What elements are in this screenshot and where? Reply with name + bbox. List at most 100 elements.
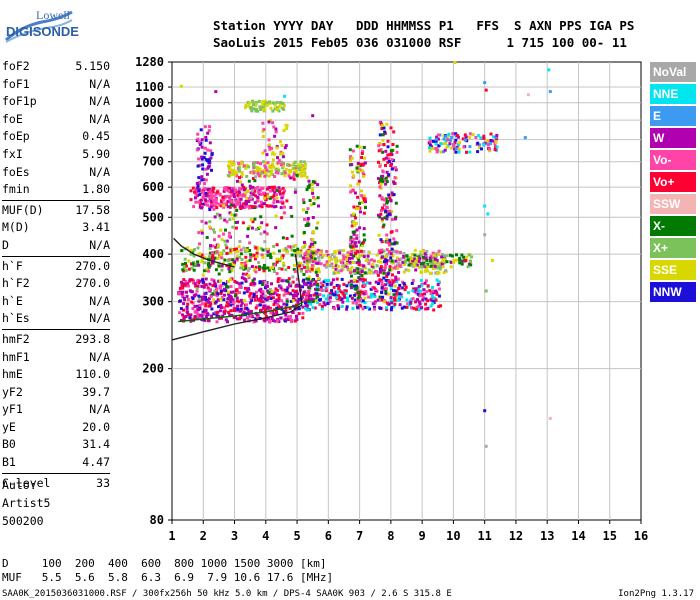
echo-point (218, 284, 222, 288)
echo-point (270, 146, 274, 150)
echo-point (255, 166, 259, 170)
echo-point (404, 285, 408, 289)
param-key: h`E (2, 293, 23, 308)
echo-point (495, 145, 499, 149)
echo-point (279, 140, 282, 144)
echo-point (264, 294, 268, 298)
echo-point (395, 263, 399, 267)
echo-point (197, 200, 201, 204)
echo-point (379, 250, 383, 254)
echo-point (423, 281, 427, 285)
echo-point (440, 255, 444, 259)
echo-point (434, 254, 438, 258)
echo-point (263, 102, 267, 106)
echo-point (327, 255, 331, 259)
echo-point (318, 251, 322, 255)
echo-point (379, 209, 383, 212)
echo-point (183, 283, 187, 287)
echo-point (207, 319, 211, 323)
echo-point (233, 307, 237, 311)
echo-point (355, 234, 359, 238)
echo-point (345, 258, 349, 261)
echo-point (428, 143, 432, 147)
echo-point (181, 293, 185, 297)
echo-point (198, 193, 202, 197)
y-tick-label: 700 (142, 155, 164, 169)
echo-point (281, 155, 285, 159)
echo-point (247, 311, 251, 315)
echo-point (197, 299, 201, 303)
echo-point (385, 233, 389, 237)
echo-point (422, 257, 426, 261)
echo-point (283, 174, 287, 178)
echo-point (387, 292, 391, 296)
echo-point (213, 230, 216, 234)
echo-point (255, 254, 259, 258)
echo-point (427, 141, 431, 145)
echo-point (357, 294, 361, 298)
stray-echo-point (484, 444, 488, 448)
echo-point (394, 278, 398, 282)
echo-point (384, 263, 388, 267)
echo-point (227, 292, 230, 296)
echo-point (311, 191, 315, 195)
echo-point (268, 147, 272, 151)
echo-point (231, 217, 235, 221)
echo-point (443, 142, 447, 145)
echo-point (380, 290, 384, 294)
echo-point (382, 126, 386, 130)
echo-point (242, 246, 246, 250)
x-tick-label: 8 (387, 529, 394, 543)
echo-point (380, 248, 384, 252)
echo-point (342, 257, 346, 261)
echo-point (422, 255, 425, 259)
echo-point (198, 297, 202, 301)
echo-point (350, 156, 354, 160)
echo-point (311, 245, 315, 249)
echo-point (238, 309, 242, 313)
echo-point (218, 309, 222, 313)
echo-point (346, 254, 350, 258)
echo-point (260, 253, 264, 257)
echo-point (306, 207, 310, 211)
param-key: M(D) (2, 220, 30, 235)
echo-point (244, 264, 248, 268)
echo-point (354, 253, 358, 257)
echo-point (350, 163, 354, 167)
echo-point (335, 283, 339, 287)
param-key: fmin (2, 182, 30, 197)
echo-point (392, 266, 396, 270)
param-row: D N/A (2, 237, 110, 255)
echo-point (416, 292, 420, 296)
echo-point (206, 263, 210, 267)
echo-point (262, 296, 266, 300)
echo-point (385, 274, 389, 278)
echo-point (216, 256, 220, 260)
echo-point (238, 317, 241, 321)
echo-point (425, 258, 429, 262)
echo-point (238, 176, 241, 180)
echo-point (200, 157, 204, 161)
echo-point (280, 143, 284, 147)
echo-point (305, 270, 308, 273)
echo-point (178, 311, 182, 315)
echo-point (210, 251, 214, 255)
echo-point (310, 188, 314, 192)
echo-point (253, 201, 257, 205)
profile-trace (178, 301, 304, 323)
echo-point (424, 302, 428, 306)
echo-point (222, 205, 226, 209)
echo-point (462, 145, 466, 149)
echo-point (354, 207, 358, 211)
echo-point (389, 256, 393, 260)
echo-point (306, 281, 310, 285)
echo-point (355, 301, 359, 305)
echo-point (277, 169, 281, 173)
echo-point (338, 251, 342, 255)
echo-point (361, 163, 365, 167)
echo-point (435, 135, 439, 139)
echo-point (289, 163, 293, 167)
echo-point (203, 198, 207, 202)
echo-point (305, 175, 309, 179)
echo-point (261, 135, 265, 138)
